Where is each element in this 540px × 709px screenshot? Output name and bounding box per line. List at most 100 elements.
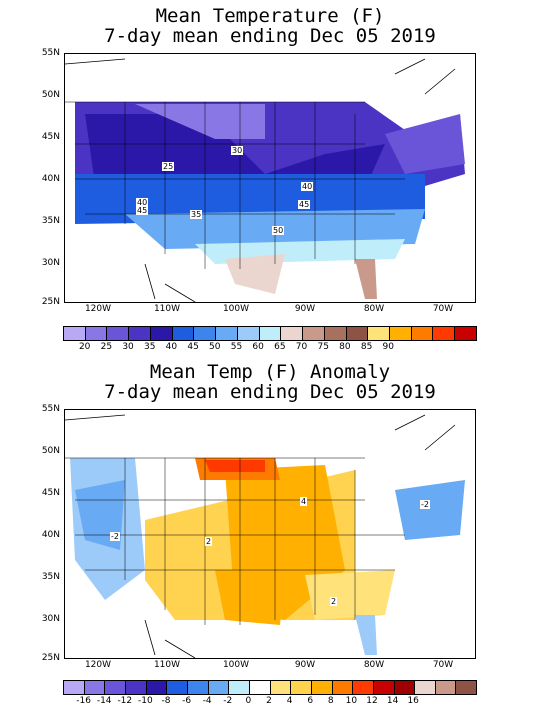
colorbar-label: 8 — [327, 696, 334, 706]
lon-label: 90W — [294, 304, 316, 314]
colorbar-label: 35 — [144, 342, 156, 352]
colorbar-swatch — [167, 681, 188, 694]
colorbar-swatch — [373, 681, 395, 694]
lon-label: 110W — [153, 304, 181, 314]
lon-label: 120W — [84, 304, 112, 314]
lon-label: 110W — [153, 660, 181, 670]
lat-label: 25N — [41, 653, 60, 663]
contour-label: 50 — [272, 226, 285, 235]
colorbar-label: -12 — [117, 696, 133, 706]
colorbar-swatch — [172, 327, 195, 340]
lat-label: 30N — [41, 258, 60, 268]
colorbar-swatch — [433, 327, 456, 340]
lon-label: 80W — [363, 304, 385, 314]
colorbar-swatch — [150, 327, 173, 340]
colorbar-swatch — [129, 327, 151, 340]
colorbar-swatch — [249, 681, 271, 694]
colorbar-label: 0 — [245, 696, 252, 706]
colorbar-label: 80 — [339, 342, 351, 352]
colorbar-label: -16 — [76, 696, 91, 706]
lat-label: 55N — [41, 48, 60, 58]
colorbar-swatch — [390, 327, 412, 340]
colorbar-swatch — [415, 681, 436, 694]
top-map-title: Mean Temperature (F) — [155, 5, 385, 27]
colorbar-label: 90 — [382, 342, 394, 352]
colorbar-swatch — [455, 327, 476, 340]
colorbar-swatch — [411, 327, 434, 340]
contour-label: 40 — [136, 198, 149, 207]
colorbar-swatch — [187, 681, 209, 694]
us-light-north — [135, 104, 265, 139]
contour-label: 45 — [136, 206, 149, 215]
lat-label: 30N — [41, 614, 60, 624]
contour-label: 30 — [231, 146, 244, 155]
lat-label: 50N — [41, 446, 60, 456]
lat-label: 35N — [41, 216, 60, 226]
bottom-map-subtitle: 7-day mean ending Dec 05 2019 — [104, 381, 436, 403]
colorbar-label: 45 — [187, 342, 199, 352]
contour-label: 40 — [301, 182, 314, 191]
colorbar-swatch — [456, 681, 477, 694]
colorbar-label: -6 — [182, 696, 192, 706]
colorbar-swatch — [64, 327, 86, 340]
contour-label: 4 — [300, 497, 308, 506]
lat-label: 35N — [41, 572, 60, 582]
florida-cool — [355, 615, 377, 655]
colorbar-label: 40 — [165, 342, 178, 352]
colorbar-swatch — [84, 681, 106, 694]
colorbar-label: 12 — [366, 696, 378, 706]
lat-label: 45N — [41, 488, 60, 498]
lon-label: 70W — [432, 660, 454, 670]
lat-label: 40N — [41, 530, 60, 540]
colorbar-swatch — [435, 681, 457, 694]
northeast-band — [385, 114, 465, 174]
colorbar-swatch — [107, 327, 130, 340]
colorbar-swatch — [324, 327, 347, 340]
colorbar-label: 70 — [295, 342, 308, 352]
bottom-map-title: Mean Temp (F) Anomaly — [149, 361, 391, 383]
lat-label: 50N — [41, 90, 60, 100]
colorbar-swatch — [125, 681, 147, 694]
colorbar-label: 20 — [78, 342, 91, 352]
lon-label: 100W — [222, 660, 250, 670]
contour-label: -2 — [420, 500, 430, 509]
contour-label: 2 — [330, 597, 338, 606]
colorbar-label: -4 — [202, 696, 212, 706]
colorbar-swatch — [353, 681, 374, 694]
colorbar-label: -10 — [138, 696, 153, 706]
lat-label: 55N — [41, 404, 60, 414]
colorbar-swatch — [216, 327, 238, 340]
colorbar-label: 85 — [360, 342, 373, 352]
lat-label: 40N — [41, 174, 60, 184]
colorbar-label: 6 — [307, 696, 314, 706]
colorbar-swatch — [368, 327, 391, 340]
colorbar-swatch — [332, 681, 354, 694]
northeast-cool — [395, 480, 465, 540]
southeast-mild — [305, 570, 395, 620]
colorbar-label: 25 — [100, 342, 113, 352]
lat-label: 25N — [41, 297, 60, 307]
colorbar-swatch — [208, 681, 230, 694]
contour-label: 45 — [298, 200, 311, 209]
lat-label: 45N — [41, 132, 60, 142]
north-plains-hottest — [205, 460, 265, 472]
top-temperature-map — [64, 53, 476, 303]
bottom-anomaly-map — [64, 409, 476, 659]
colorbar-label: 16 — [407, 696, 419, 706]
colorbar-label: 75 — [317, 342, 329, 352]
texas-warm — [225, 254, 285, 294]
colorbar-swatch — [303, 327, 325, 340]
colorbar-swatch — [281, 327, 304, 340]
colorbar-label: 30 — [122, 342, 134, 352]
lon-label: 80W — [363, 660, 385, 670]
colorbar-label: 50 — [209, 342, 221, 352]
lon-label: 100W — [222, 304, 250, 314]
contour-label: 25 — [162, 162, 175, 171]
colorbar-swatch — [229, 681, 250, 694]
florida-warm — [355, 259, 377, 299]
colorbar-swatch — [346, 327, 369, 340]
bottom-colorbar — [63, 680, 477, 695]
colorbar-swatch — [105, 681, 126, 694]
contour-label: 35 — [190, 210, 203, 219]
colorbar-swatch — [270, 681, 292, 694]
